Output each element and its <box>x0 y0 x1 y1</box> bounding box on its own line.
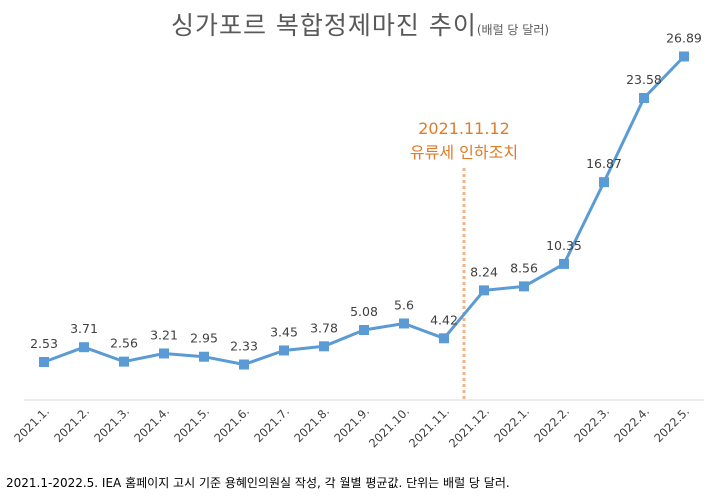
data-label-2021.11.: 4.42 <box>430 312 458 327</box>
data-point-2022.1. <box>519 281 529 292</box>
x-tick-label-2021.5.: 2021.5. <box>171 404 212 445</box>
data-label-2022.5.: 26.89 <box>666 30 702 45</box>
x-tick-label-2021.6.: 2021.6. <box>211 404 252 445</box>
x-tick-label-2021.9.: 2021.9. <box>331 404 372 445</box>
footnote: 2021.1-2022.5. IEA 홈페이지 고시 기준 용혜인의원실 작성,… <box>6 476 510 490</box>
annotation-text: 유류세 인하조치 <box>410 143 518 162</box>
data-label-2022.1.: 8.56 <box>510 260 538 275</box>
data-point-2021.2. <box>79 342 89 353</box>
chart-canvas: 2021.11.12 유류세 인하조치 2.53 3.71 2.56 3.21 2.95… <box>11 30 704 450</box>
data-point-2021.7. <box>279 345 289 356</box>
x-tick-label-2021.8.: 2021.8. <box>291 404 332 445</box>
data-label-2021.12.: 8.24 <box>470 264 498 279</box>
data-label-2021.2.: 3.71 <box>70 321 98 336</box>
data-point-2022.4. <box>639 92 649 103</box>
data-markers <box>39 51 689 370</box>
data-label-2022.3.: 16.87 <box>586 156 622 171</box>
x-tick-labels: 2021.1. 2021.2. 2021.3. 2021.4. 2021.5. 2021.… <box>11 404 692 450</box>
x-tick-label-2021.3.: 2021.3. <box>91 404 132 445</box>
data-point-2021.3. <box>119 356 129 367</box>
data-point-2022.2. <box>559 258 569 269</box>
data-label-2021.5.: 2.95 <box>190 331 218 346</box>
data-label-2021.4.: 3.21 <box>150 327 178 342</box>
data-point-2021.6. <box>239 359 249 370</box>
data-point-2021.9. <box>359 325 369 336</box>
x-tick-label-2021.4.: 2021.4. <box>131 404 172 445</box>
data-point-2021.4. <box>159 348 169 359</box>
data-label-2021.10.: 5.6 <box>394 297 414 312</box>
annotation-date: 2021.11.12 <box>418 119 510 138</box>
data-label-2021.7.: 3.45 <box>270 324 298 339</box>
x-tick-label-2022.1.: 2022.1. <box>491 404 532 445</box>
x-tick-label-2022.4.: 2022.4. <box>611 404 652 445</box>
data-point-2021.10. <box>399 318 409 329</box>
data-label-2021.6.: 2.33 <box>230 339 258 354</box>
x-tick-label-2022.3.: 2022.3. <box>571 404 612 445</box>
x-tick-label-2021.1.: 2021.1. <box>11 404 52 445</box>
chart-title: 싱가포르 복합정제마진 추이(배럴 당 달러) <box>0 6 720 42</box>
chart-title-unit: (배럴 당 달러) <box>476 23 550 37</box>
data-label-2021.1.: 2.53 <box>30 336 58 351</box>
data-label-2021.3.: 2.56 <box>110 336 138 351</box>
x-tick-label-2022.5.: 2022.5. <box>651 404 692 445</box>
x-tick-label-2021.10.: 2021.10. <box>366 404 412 450</box>
data-labels: 2.53 3.71 2.56 3.21 2.95 2.33 3.45 3.78 5.08 5.6 4… <box>30 30 702 353</box>
data-point-2021.12. <box>479 285 489 296</box>
data-point-2021.8. <box>319 341 329 352</box>
data-point-2021.11. <box>439 333 449 344</box>
x-tick-label-2021.11.: 2021.11. <box>406 404 452 450</box>
data-label-2021.9.: 5.08 <box>350 304 378 319</box>
x-tick-label-2021.7.: 2021.7. <box>251 404 292 445</box>
data-label-2022.4.: 23.58 <box>626 72 662 87</box>
data-point-2021.1. <box>39 356 49 367</box>
x-tick-label-2022.2.: 2022.2. <box>531 404 572 445</box>
data-label-2022.2.: 10.35 <box>546 238 582 253</box>
data-label-2021.8.: 3.78 <box>310 320 338 335</box>
data-point-2022.5. <box>679 51 689 62</box>
x-tick-label-2021.12.: 2021.12. <box>446 404 492 450</box>
data-point-2022.3. <box>599 177 609 188</box>
data-point-2021.5. <box>199 351 209 362</box>
x-tick-label-2021.2.: 2021.2. <box>51 404 92 445</box>
chart-title-main: 싱가포르 복합정제마진 추이 <box>170 11 477 40</box>
